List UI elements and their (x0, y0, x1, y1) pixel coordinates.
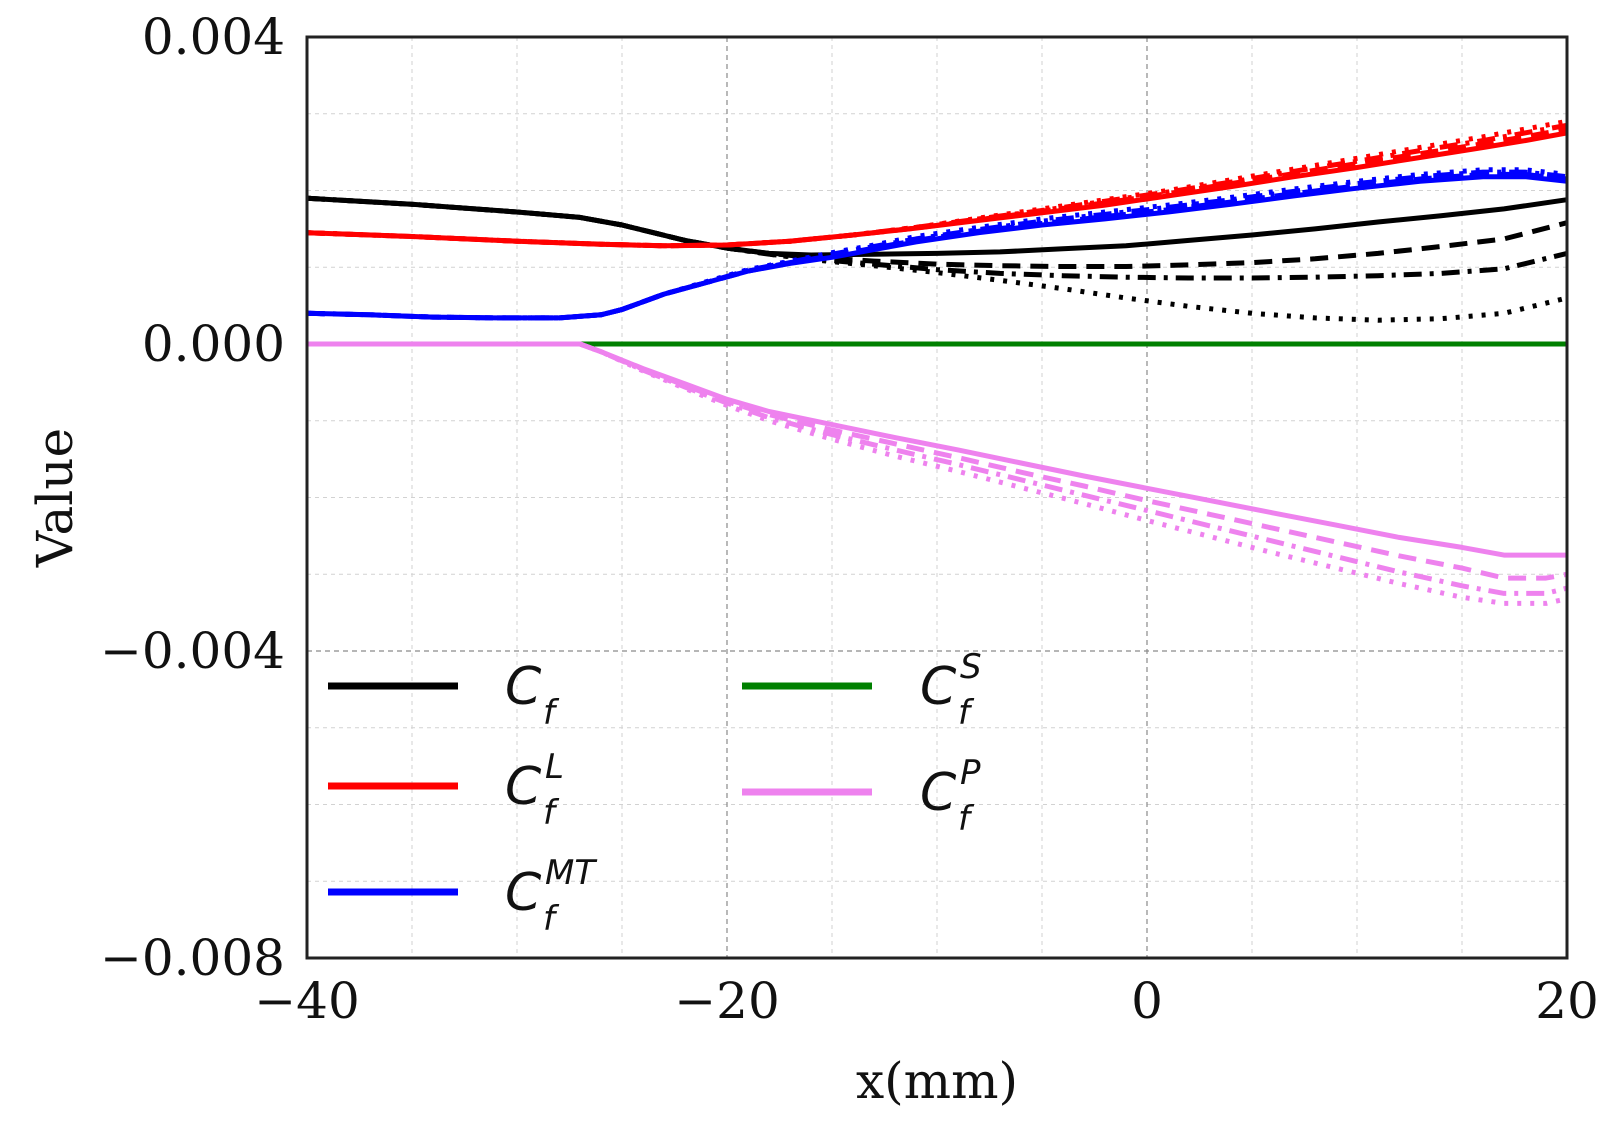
legend-item: Cf (328, 657, 560, 733)
series-line-cfl-dotted (306, 118, 1568, 249)
plot-frame (305, 35, 1569, 960)
legend-label: Cf MT (505, 853, 597, 939)
legend-subscript: f (543, 899, 560, 939)
x-tick-label: 20 (1535, 972, 1599, 1030)
series-line-cfp-dashdot (307, 341, 1568, 596)
legend-subscript: f (958, 693, 975, 733)
legend-base: C (505, 657, 542, 717)
y-tick-label: 0.004 (142, 8, 285, 66)
x-tick-label: 0 (1131, 972, 1163, 1030)
legend-superscript: S (960, 647, 982, 687)
legend-label: Cf (505, 657, 560, 733)
legend-base: C (505, 863, 542, 923)
x-tick-label: −20 (674, 972, 780, 1030)
tick-labels: −40 −20 0 20 0.004 0.000 −0.004 −0.008 (100, 8, 1599, 1030)
series-line-cfp-dotted (307, 341, 1568, 606)
series-line-cfmt-dashdot (306, 169, 1568, 321)
x-tick-label: −40 (254, 972, 360, 1030)
series-line-cfp-dashed (307, 341, 1568, 581)
legend-base: C (920, 657, 957, 717)
y-tick-label: −0.004 (100, 622, 285, 680)
legend-item: Cf MT (328, 853, 597, 939)
legend-label: CfS (920, 647, 982, 733)
legend-subscript: f (543, 693, 560, 733)
x-axis-label: x(mm) (856, 1052, 1018, 1110)
legend-subscript: f (543, 793, 560, 833)
y-axis-label: Value (26, 428, 84, 568)
series-line-cfl-dashdot (306, 122, 1568, 249)
series-line-cf-dashdot (306, 195, 1568, 281)
y-tick-label: −0.008 (100, 929, 285, 987)
legend-item: CfL (328, 747, 564, 833)
series-layer (306, 118, 1568, 606)
legend-label: CfL (505, 747, 564, 833)
legend-superscript: L (545, 747, 564, 787)
legend-base: C (505, 757, 542, 817)
y-tick-label: 0.000 (142, 315, 285, 373)
legend-base: C (920, 763, 957, 823)
legend-item: CfP (742, 753, 981, 839)
legend-superscript: P (960, 753, 981, 793)
series-line-cf-dotted (306, 195, 1568, 323)
legend-superscript: MT (545, 853, 597, 893)
legend-label: CfP (920, 753, 981, 839)
legend-item: CfS (742, 647, 982, 733)
